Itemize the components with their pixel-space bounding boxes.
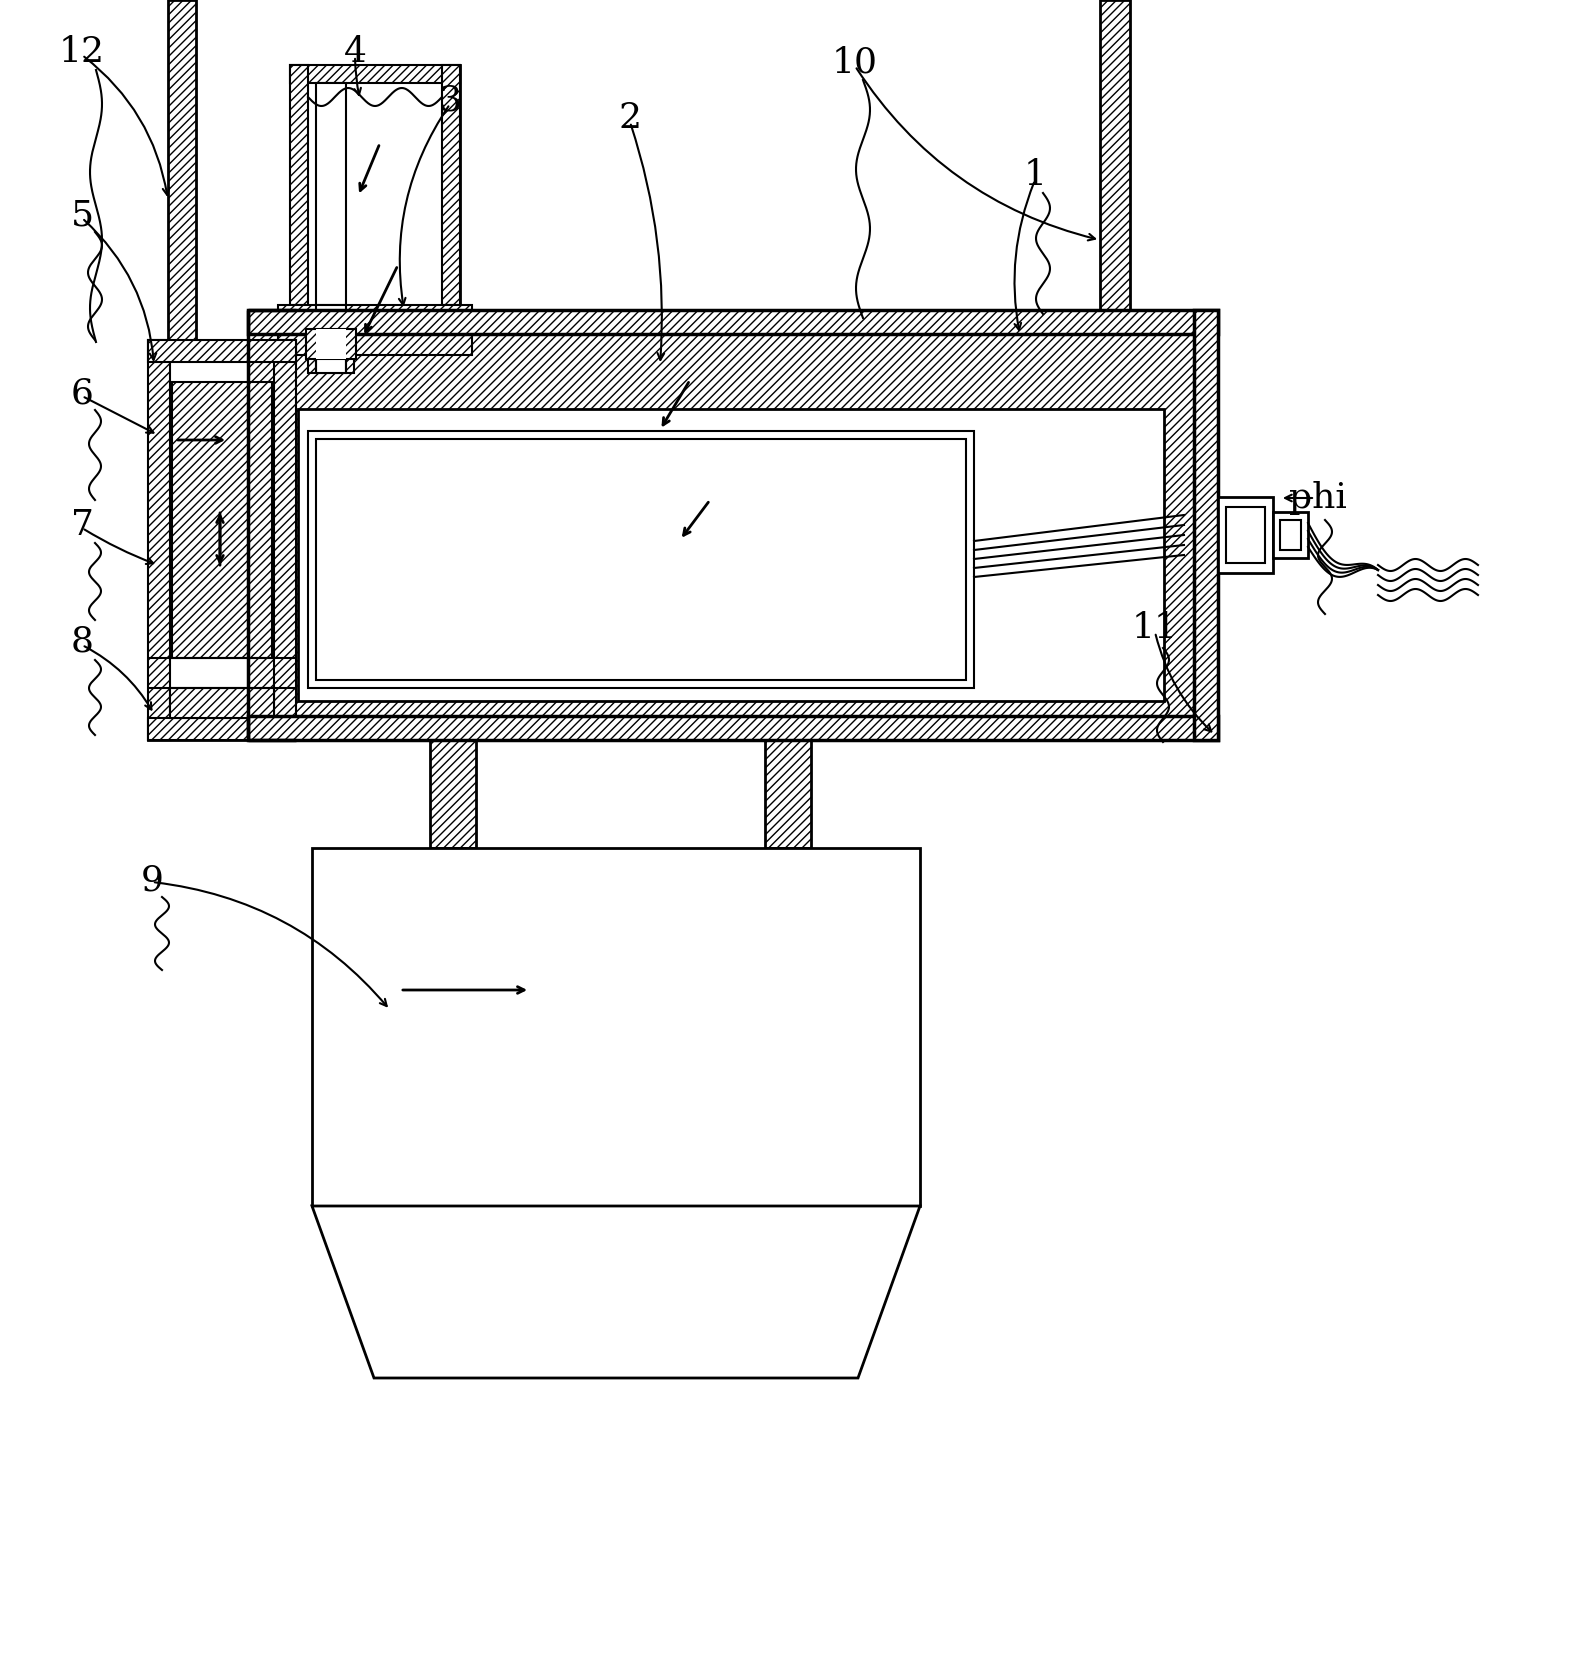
- Bar: [316, 329, 346, 359]
- Bar: [316, 355, 346, 374]
- Bar: [308, 355, 354, 374]
- Text: 1: 1: [1024, 158, 1046, 192]
- Bar: [1219, 497, 1273, 574]
- Text: 10: 10: [833, 45, 877, 78]
- Bar: [290, 65, 459, 305]
- Bar: [148, 340, 297, 741]
- Text: 4: 4: [343, 35, 367, 68]
- Bar: [442, 65, 459, 305]
- Text: 3: 3: [439, 83, 461, 117]
- Bar: [306, 329, 356, 359]
- Bar: [247, 334, 1195, 716]
- Polygon shape: [313, 1206, 920, 1378]
- Bar: [1273, 512, 1308, 559]
- Bar: [247, 310, 1219, 334]
- Text: 2: 2: [619, 102, 641, 135]
- Bar: [290, 65, 459, 83]
- Bar: [313, 847, 920, 1206]
- Bar: [274, 340, 297, 741]
- Bar: [148, 340, 171, 741]
- Text: 9: 9: [140, 862, 163, 897]
- Bar: [431, 741, 475, 847]
- Bar: [316, 305, 346, 355]
- Bar: [172, 382, 273, 657]
- Text: 12: 12: [59, 35, 105, 68]
- Text: 8: 8: [70, 626, 94, 659]
- Bar: [1101, 0, 1129, 315]
- Text: 5: 5: [70, 198, 94, 232]
- Bar: [766, 741, 810, 847]
- Bar: [278, 305, 472, 355]
- Bar: [316, 83, 346, 305]
- Bar: [247, 716, 1219, 741]
- Bar: [290, 65, 308, 305]
- Bar: [1281, 520, 1302, 550]
- Bar: [148, 717, 297, 741]
- Text: 11: 11: [1132, 610, 1179, 646]
- Bar: [1227, 507, 1265, 564]
- Bar: [316, 439, 967, 681]
- Bar: [167, 0, 196, 345]
- Bar: [148, 340, 297, 362]
- Bar: [298, 409, 1164, 701]
- Text: 6: 6: [70, 375, 94, 410]
- Bar: [247, 334, 1195, 716]
- Bar: [308, 430, 975, 687]
- Text: 7: 7: [70, 509, 94, 542]
- Text: phi: phi: [1289, 480, 1346, 515]
- Bar: [1195, 310, 1219, 741]
- Bar: [171, 687, 274, 717]
